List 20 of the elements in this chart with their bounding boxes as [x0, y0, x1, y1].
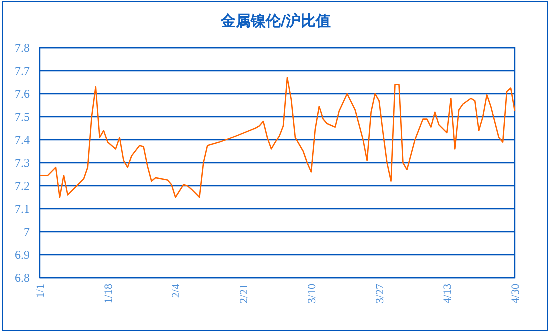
y-tick-label: 7.5 [15, 110, 30, 124]
y-tick-label: 6.8 [15, 271, 30, 285]
x-tick-label: 3/10 [306, 284, 318, 304]
y-tick-label: 7.7 [15, 64, 30, 78]
x-tick-label: 1/1 [35, 284, 47, 298]
y-tick-label: 7.6 [15, 87, 30, 101]
x-tick-label: 2/4 [170, 284, 183, 298]
x-tick-label: 4/13 [442, 284, 454, 304]
x-tick-label: 4/30 [510, 284, 522, 304]
y-tick-label: 7.2 [15, 179, 30, 193]
x-tick-label: 1/18 [102, 284, 115, 304]
y-tick-label: 6.9 [15, 248, 30, 262]
x-tick-label: 3/27 [374, 284, 386, 304]
y-tick-label: 7 [24, 225, 30, 239]
y-tick-label: 7.3 [15, 156, 30, 170]
y-tick-label: 7.4 [15, 133, 30, 147]
y-tick-label: 7.8 [15, 41, 30, 55]
y-tick-label: 7.1 [15, 202, 30, 216]
chart-title: 金属镍伦/沪比值 [220, 12, 332, 30]
x-tick-label: 2/21 [238, 284, 251, 304]
